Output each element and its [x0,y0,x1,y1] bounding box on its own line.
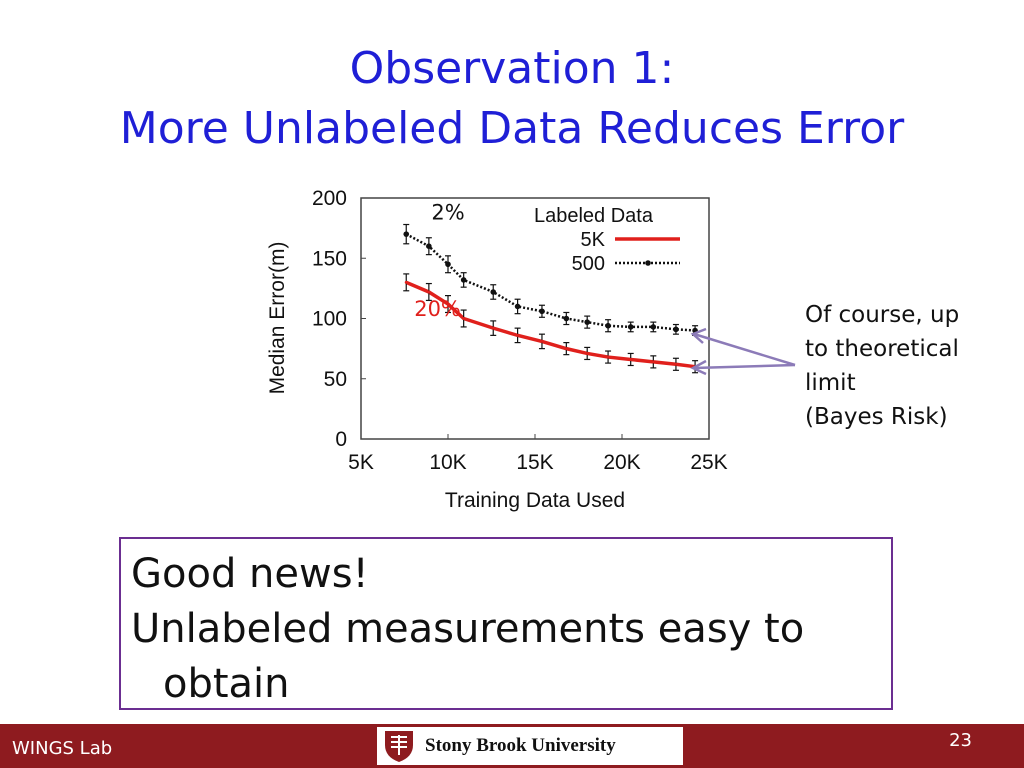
university-name: Stony Brook University [425,735,616,756]
median-error-chart: 5K 10K 15K 20K 25K 0 50 100 150 200 Labeled Data … [266,187,728,512]
page-number: 23 [949,730,972,751]
data-point-5k [585,351,589,355]
data-point-500 [650,324,657,330]
data-point-500 [605,322,611,329]
data-point-5k [629,357,633,361]
y-tick-label: 0 [335,428,347,451]
data-point-5k [446,302,450,306]
annotation-line: to theoretical [805,336,959,362]
data-point-5k [404,280,408,284]
legend-label-5k: 5K [581,229,606,251]
box-line-3: obtain [163,661,290,707]
series-line-500 [405,233,696,332]
data-point-500 [627,324,634,330]
data-point-500 [563,315,570,322]
y-tick-label: 50 [324,368,347,391]
y-tick-label: 150 [312,247,347,270]
data-point-500 [584,319,590,325]
data-point-5k [564,347,568,351]
footer-bar: WINGS Lab Stony Brook University 23 [0,724,1024,768]
data-point-5k [674,362,678,366]
footer-lab-name: WINGS Lab [12,738,113,759]
x-tick-label: 10K [429,451,466,474]
university-logo: Stony Brook University [377,727,683,765]
slide-title-line-1: Observation 1: [349,43,675,94]
shield-icon [385,731,413,762]
x-tick-label: 5K [348,451,374,474]
series-line-5k [405,280,696,369]
data-point-5k [462,317,466,320]
data-point-500 [445,261,451,268]
data-point-500 [539,308,545,315]
x-axis-label: Training Data Used [445,489,625,512]
annotation-line: (Bayes Risk) [805,404,948,430]
slide-title-line-2: More Unlabeled Data Reduces Error [119,103,905,154]
bayes-risk-annotation: Of course, up to theoretical limit (Baye… [805,298,1015,434]
data-point-500 [403,231,410,237]
plot-frame [360,197,710,440]
legend-label-500: 500 [572,253,605,275]
annotation-line: Of course, up [805,302,960,328]
y-axis-label: Median Error(m) [266,242,289,395]
data-point-500 [692,327,698,334]
x-tick-label: 25K [690,451,727,474]
data-point-500 [460,277,467,283]
chart-annotation: 2% [431,201,464,225]
data-point-500 [514,303,521,310]
chart-annotation: 20% [414,297,461,321]
data-point-500 [673,326,679,333]
legend-title: Labeled Data [534,205,654,227]
y-tick-label: 200 [312,187,347,210]
good-news-box: Good news! Unlabeled measurements easy t… [119,537,893,710]
data-point-500 [426,243,432,249]
chart-legend: Labeled Data 5K 500 [534,205,680,275]
data-point-5k [540,339,544,343]
x-tick-label: 20K [603,451,640,474]
box-line-2: Unlabeled measurements easy to [131,606,805,652]
data-point-5k [516,333,520,337]
data-point-5k [491,326,495,330]
data-point-5k [606,355,610,359]
annotation-line: limit [805,370,856,396]
legend-marker-500 [645,260,651,266]
data-point-5k [651,360,655,364]
data-point-500 [490,289,497,295]
data-point-5k [427,290,431,294]
y-tick-label: 100 [312,308,347,331]
x-tick-label: 15K [516,451,553,474]
data-point-5k [693,365,697,369]
box-line-1: Good news! [131,551,369,597]
